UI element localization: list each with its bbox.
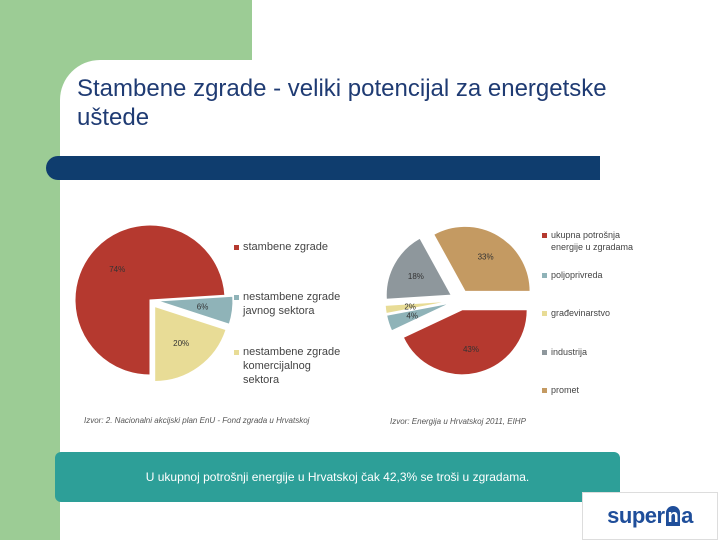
chart2-data-label-1: 4% xyxy=(406,312,418,321)
logo-text-left: super xyxy=(607,503,665,528)
chart1-slice-2 xyxy=(154,305,227,382)
footer-text: U ukupnoj potrošnji energije u Hrvatskoj… xyxy=(145,470,530,484)
chart1-legend-swatch-0 xyxy=(234,245,239,250)
chart2-legend-label-2: građevinarstvo xyxy=(551,308,610,318)
chart1-source: Izvor: 2. Nacionalni akcijski plan EnU -… xyxy=(84,416,310,425)
chart2-slice-4 xyxy=(433,225,531,292)
chart2-legend-label-3: industrija xyxy=(551,347,587,357)
chart1-legend-label-1: nestambene zgrade javnog sektora xyxy=(242,291,340,317)
chart1-legend-label-0: stambene zgrade xyxy=(243,241,328,253)
chart1-slice-1 xyxy=(157,295,234,325)
chart2-legend-swatch-4 xyxy=(542,388,547,393)
chart2-legend-swatch-0 xyxy=(542,233,547,238)
chart2-slice-3 xyxy=(385,237,453,300)
chart2-slice-0 xyxy=(402,309,528,376)
chart2-legend-label-0: ukupna potrošnja energije u zgradama xyxy=(551,230,633,252)
chart1-legend-swatch-1 xyxy=(234,295,239,300)
chart2-data-label-4: 33% xyxy=(478,253,494,262)
footer-callout: U ukupnoj potrošnji energije u Hrvatskoj… xyxy=(55,452,620,502)
chart2-data-label-0: 43% xyxy=(463,345,479,354)
title-underline-bar xyxy=(46,156,600,180)
chart1-data-label-1: 6% xyxy=(197,303,209,312)
chart1-legend-swatch-2 xyxy=(234,350,239,355)
slide-title: Stambene zgrade - veliki potencijal za e… xyxy=(77,75,607,131)
chart2-slice-1 xyxy=(386,302,451,332)
chart1-data-label-0: 74% xyxy=(109,265,125,274)
chart1-legend-label-2: nestambene zgrade komercijalnog sektora xyxy=(243,346,340,386)
chart1-slice-0 xyxy=(74,224,226,376)
chart2-source: Izvor: Energija u Hrvatskoj 2011, EIHP xyxy=(390,417,526,426)
chart2-slice-2 xyxy=(384,300,451,315)
chart2-legend-label-4: promet xyxy=(551,385,580,395)
chart2-data-label-2: 2% xyxy=(404,302,416,311)
logo-text-right: a xyxy=(681,503,693,528)
chart2-data-label-3: 18% xyxy=(408,272,424,281)
chart2-legend-swatch-3 xyxy=(542,350,547,355)
chart1-data-label-2: 20% xyxy=(173,339,189,348)
logo-text-mid: n xyxy=(665,506,681,526)
chart2-legend-swatch-2 xyxy=(542,311,547,316)
supernova-logo: super n a xyxy=(582,492,718,540)
chart2-legend-label-1: poljoprivreda xyxy=(551,270,603,280)
chart2-legend-swatch-1 xyxy=(542,273,547,278)
